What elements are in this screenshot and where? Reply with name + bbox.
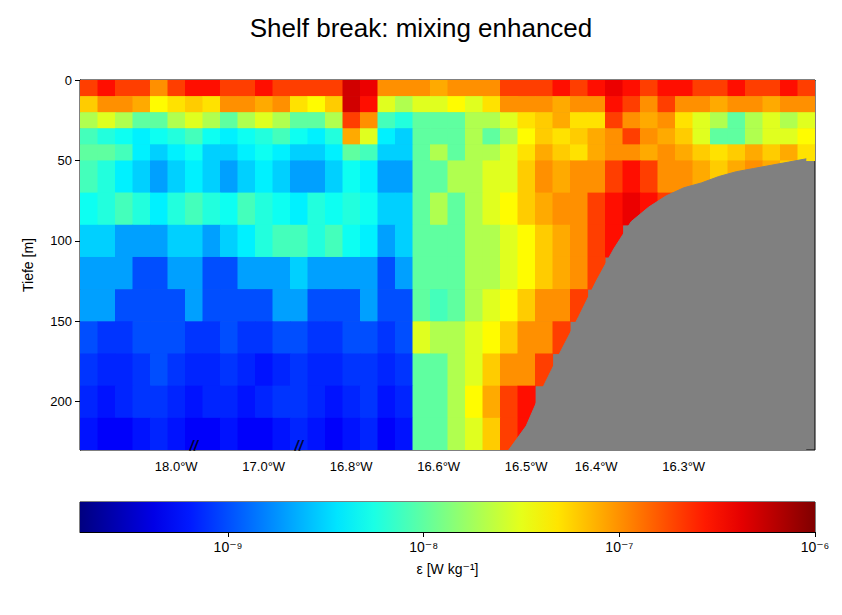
svg-text:Tiefe [m]: Tiefe [m] [20, 238, 36, 292]
svg-text:150: 150 [50, 314, 72, 329]
svg-text:10⁻⁷: 10⁻⁷ [605, 539, 633, 555]
svg-text:200: 200 [50, 394, 72, 409]
svg-text:Shelf break: mixing enhanced: Shelf break: mixing enhanced [250, 13, 593, 43]
svg-text://: // [294, 437, 305, 454]
svg-text:10⁻⁹: 10⁻⁹ [214, 539, 243, 555]
svg-text:16.3°W: 16.3°W [662, 459, 706, 474]
svg-text:16.8°W: 16.8°W [330, 459, 374, 474]
svg-text://: // [189, 437, 200, 454]
svg-text:16.6°W: 16.6°W [417, 459, 461, 474]
svg-text:10⁻⁸: 10⁻⁸ [409, 539, 438, 555]
svg-text:10⁻⁶: 10⁻⁶ [801, 539, 830, 555]
svg-text:50: 50 [58, 153, 72, 168]
svg-text:ε [W kg⁻¹]: ε [W kg⁻¹] [417, 561, 479, 577]
svg-text:18.0°W: 18.0°W [155, 459, 199, 474]
svg-text:16.4°W: 16.4°W [575, 459, 619, 474]
svg-text:16.5°W: 16.5°W [505, 459, 549, 474]
svg-text:100: 100 [50, 233, 72, 248]
svg-text:0: 0 [65, 73, 72, 88]
svg-text:17.0°W: 17.0°W [242, 459, 286, 474]
